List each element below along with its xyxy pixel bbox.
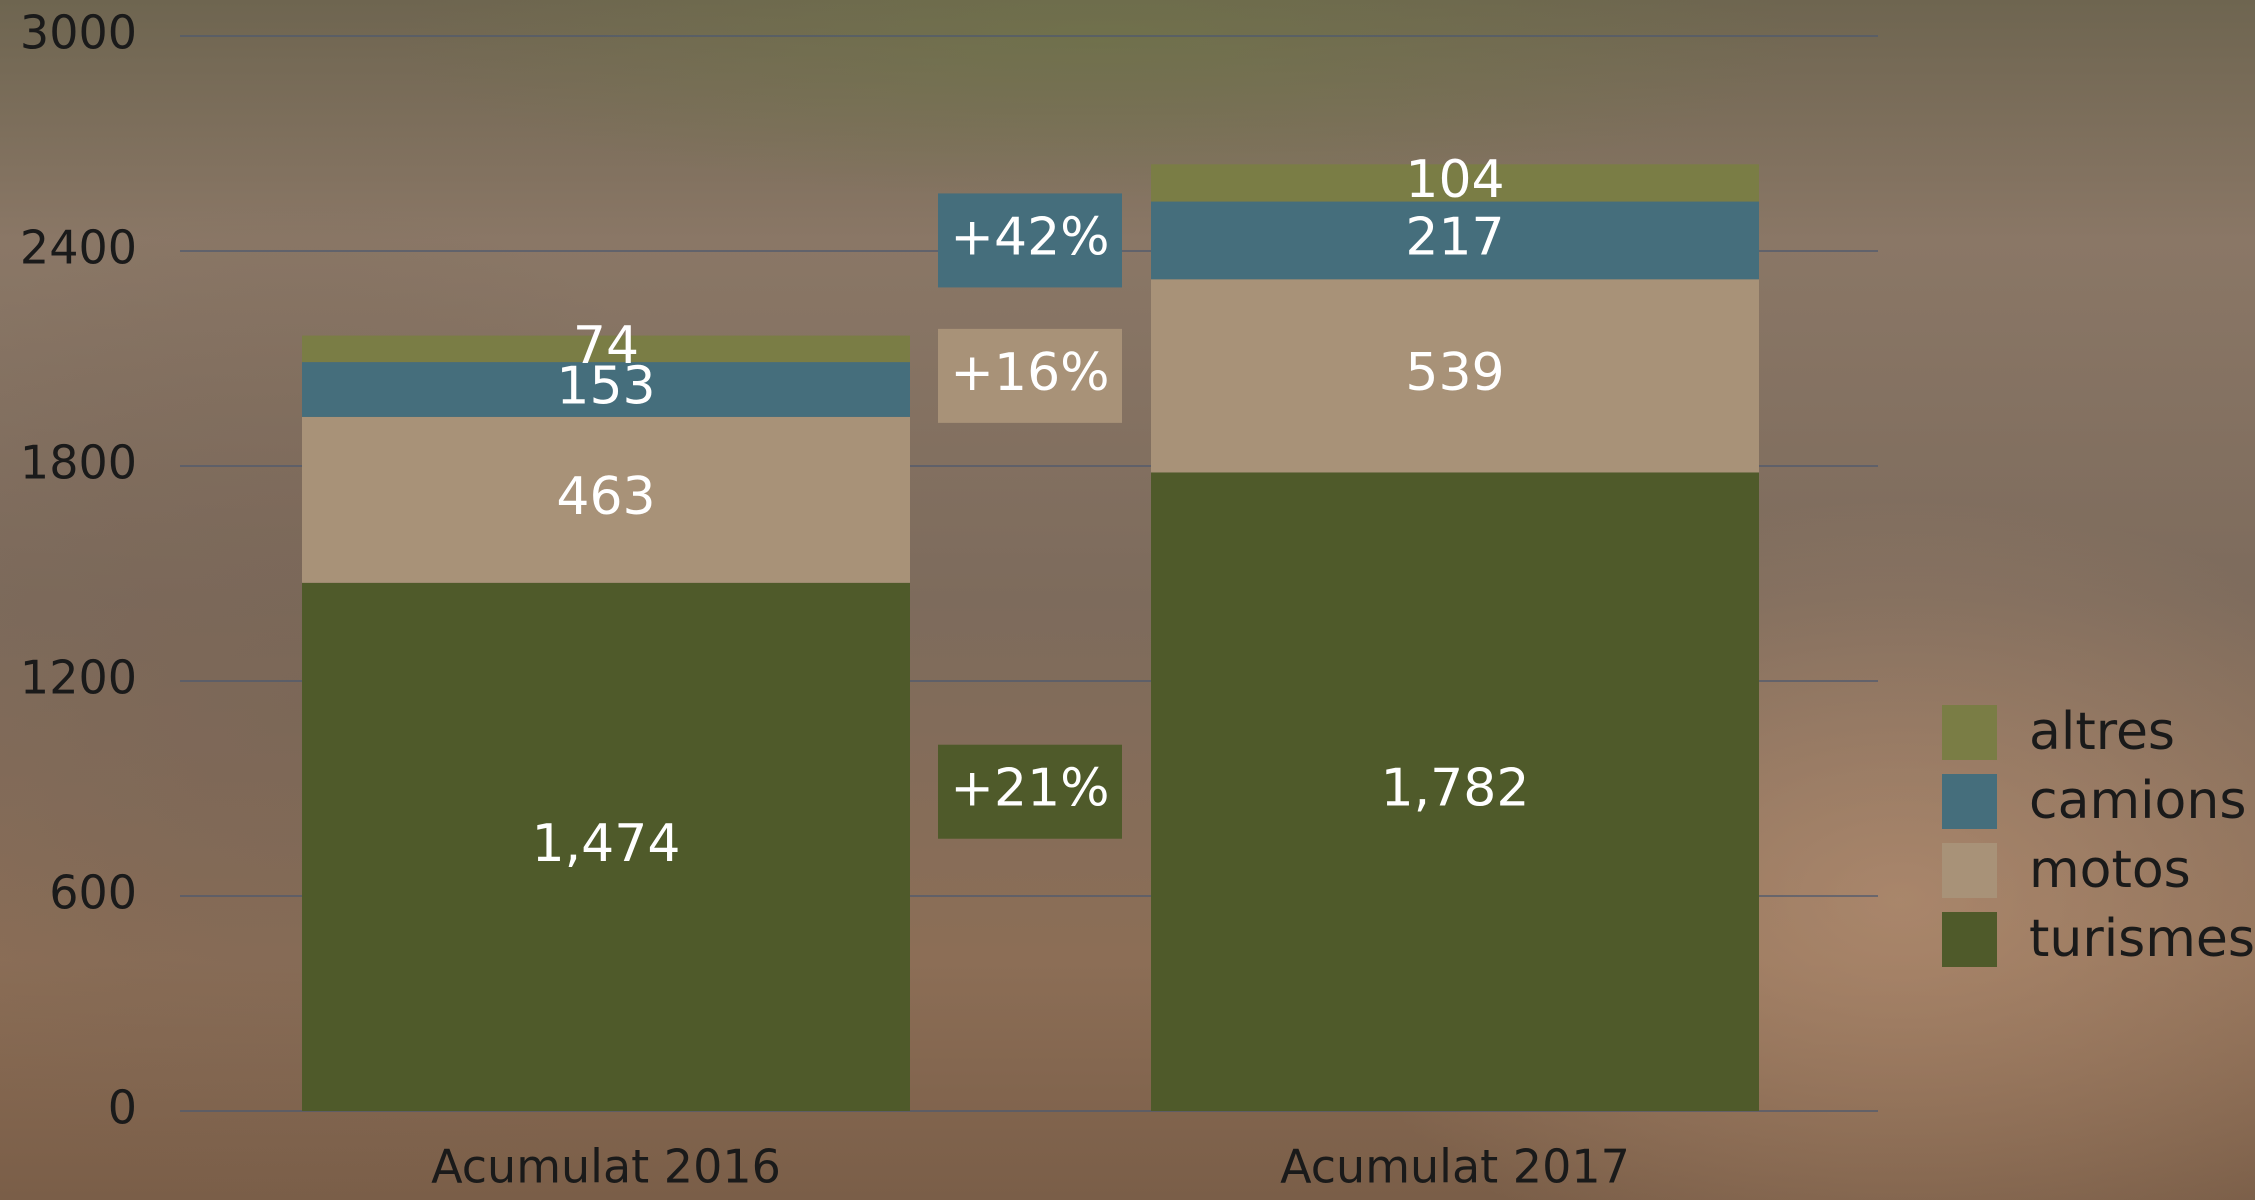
legend-label: motos	[2029, 840, 2191, 900]
data-label: 217	[1405, 207, 1504, 267]
data-label: 463	[556, 467, 655, 527]
annotation: +42%	[950, 207, 1109, 267]
bar-segment	[1151, 164, 1759, 202]
data-label: 1,782	[1381, 759, 1530, 819]
y-tick-label: 3000	[20, 6, 137, 60]
y-tick-label: 1200	[20, 651, 137, 705]
y-tick-label: 600	[49, 866, 137, 920]
bar-segment	[302, 362, 910, 417]
annotation-box	[938, 744, 1122, 839]
legend-swatch	[1942, 705, 1997, 760]
bar-segment	[302, 335, 910, 363]
annotation-box	[938, 328, 1122, 423]
legend-label: turismes	[2029, 909, 2255, 969]
legend-swatch	[1942, 912, 1997, 967]
annotation-box	[938, 193, 1122, 288]
bar-segment	[1151, 472, 1759, 1111]
bar-segment	[302, 582, 910, 1111]
data-label: 153	[556, 356, 655, 416]
bar-segment	[1151, 201, 1759, 280]
data-label: 1,474	[532, 814, 681, 874]
annotation: +16%	[950, 343, 1109, 403]
x-tick-label: Acumulat 2016	[431, 1140, 781, 1194]
y-tick-label: 1800	[20, 436, 137, 490]
legend-label: camions	[2029, 771, 2246, 831]
data-label: 74	[573, 316, 639, 376]
legend-swatch	[1942, 774, 1997, 829]
y-tick-label: 2400	[20, 221, 137, 275]
data-label: 104	[1405, 150, 1504, 210]
legend-swatch	[1942, 843, 1997, 898]
bar-segment	[302, 416, 910, 583]
x-tick-label: Acumulat 2017	[1280, 1140, 1630, 1194]
y-tick-label: 0	[108, 1081, 137, 1135]
annotation: +21%	[950, 759, 1109, 819]
data-label: 539	[1405, 343, 1504, 403]
legend-label: altres	[2029, 702, 2175, 762]
bar-segment	[1151, 279, 1759, 473]
